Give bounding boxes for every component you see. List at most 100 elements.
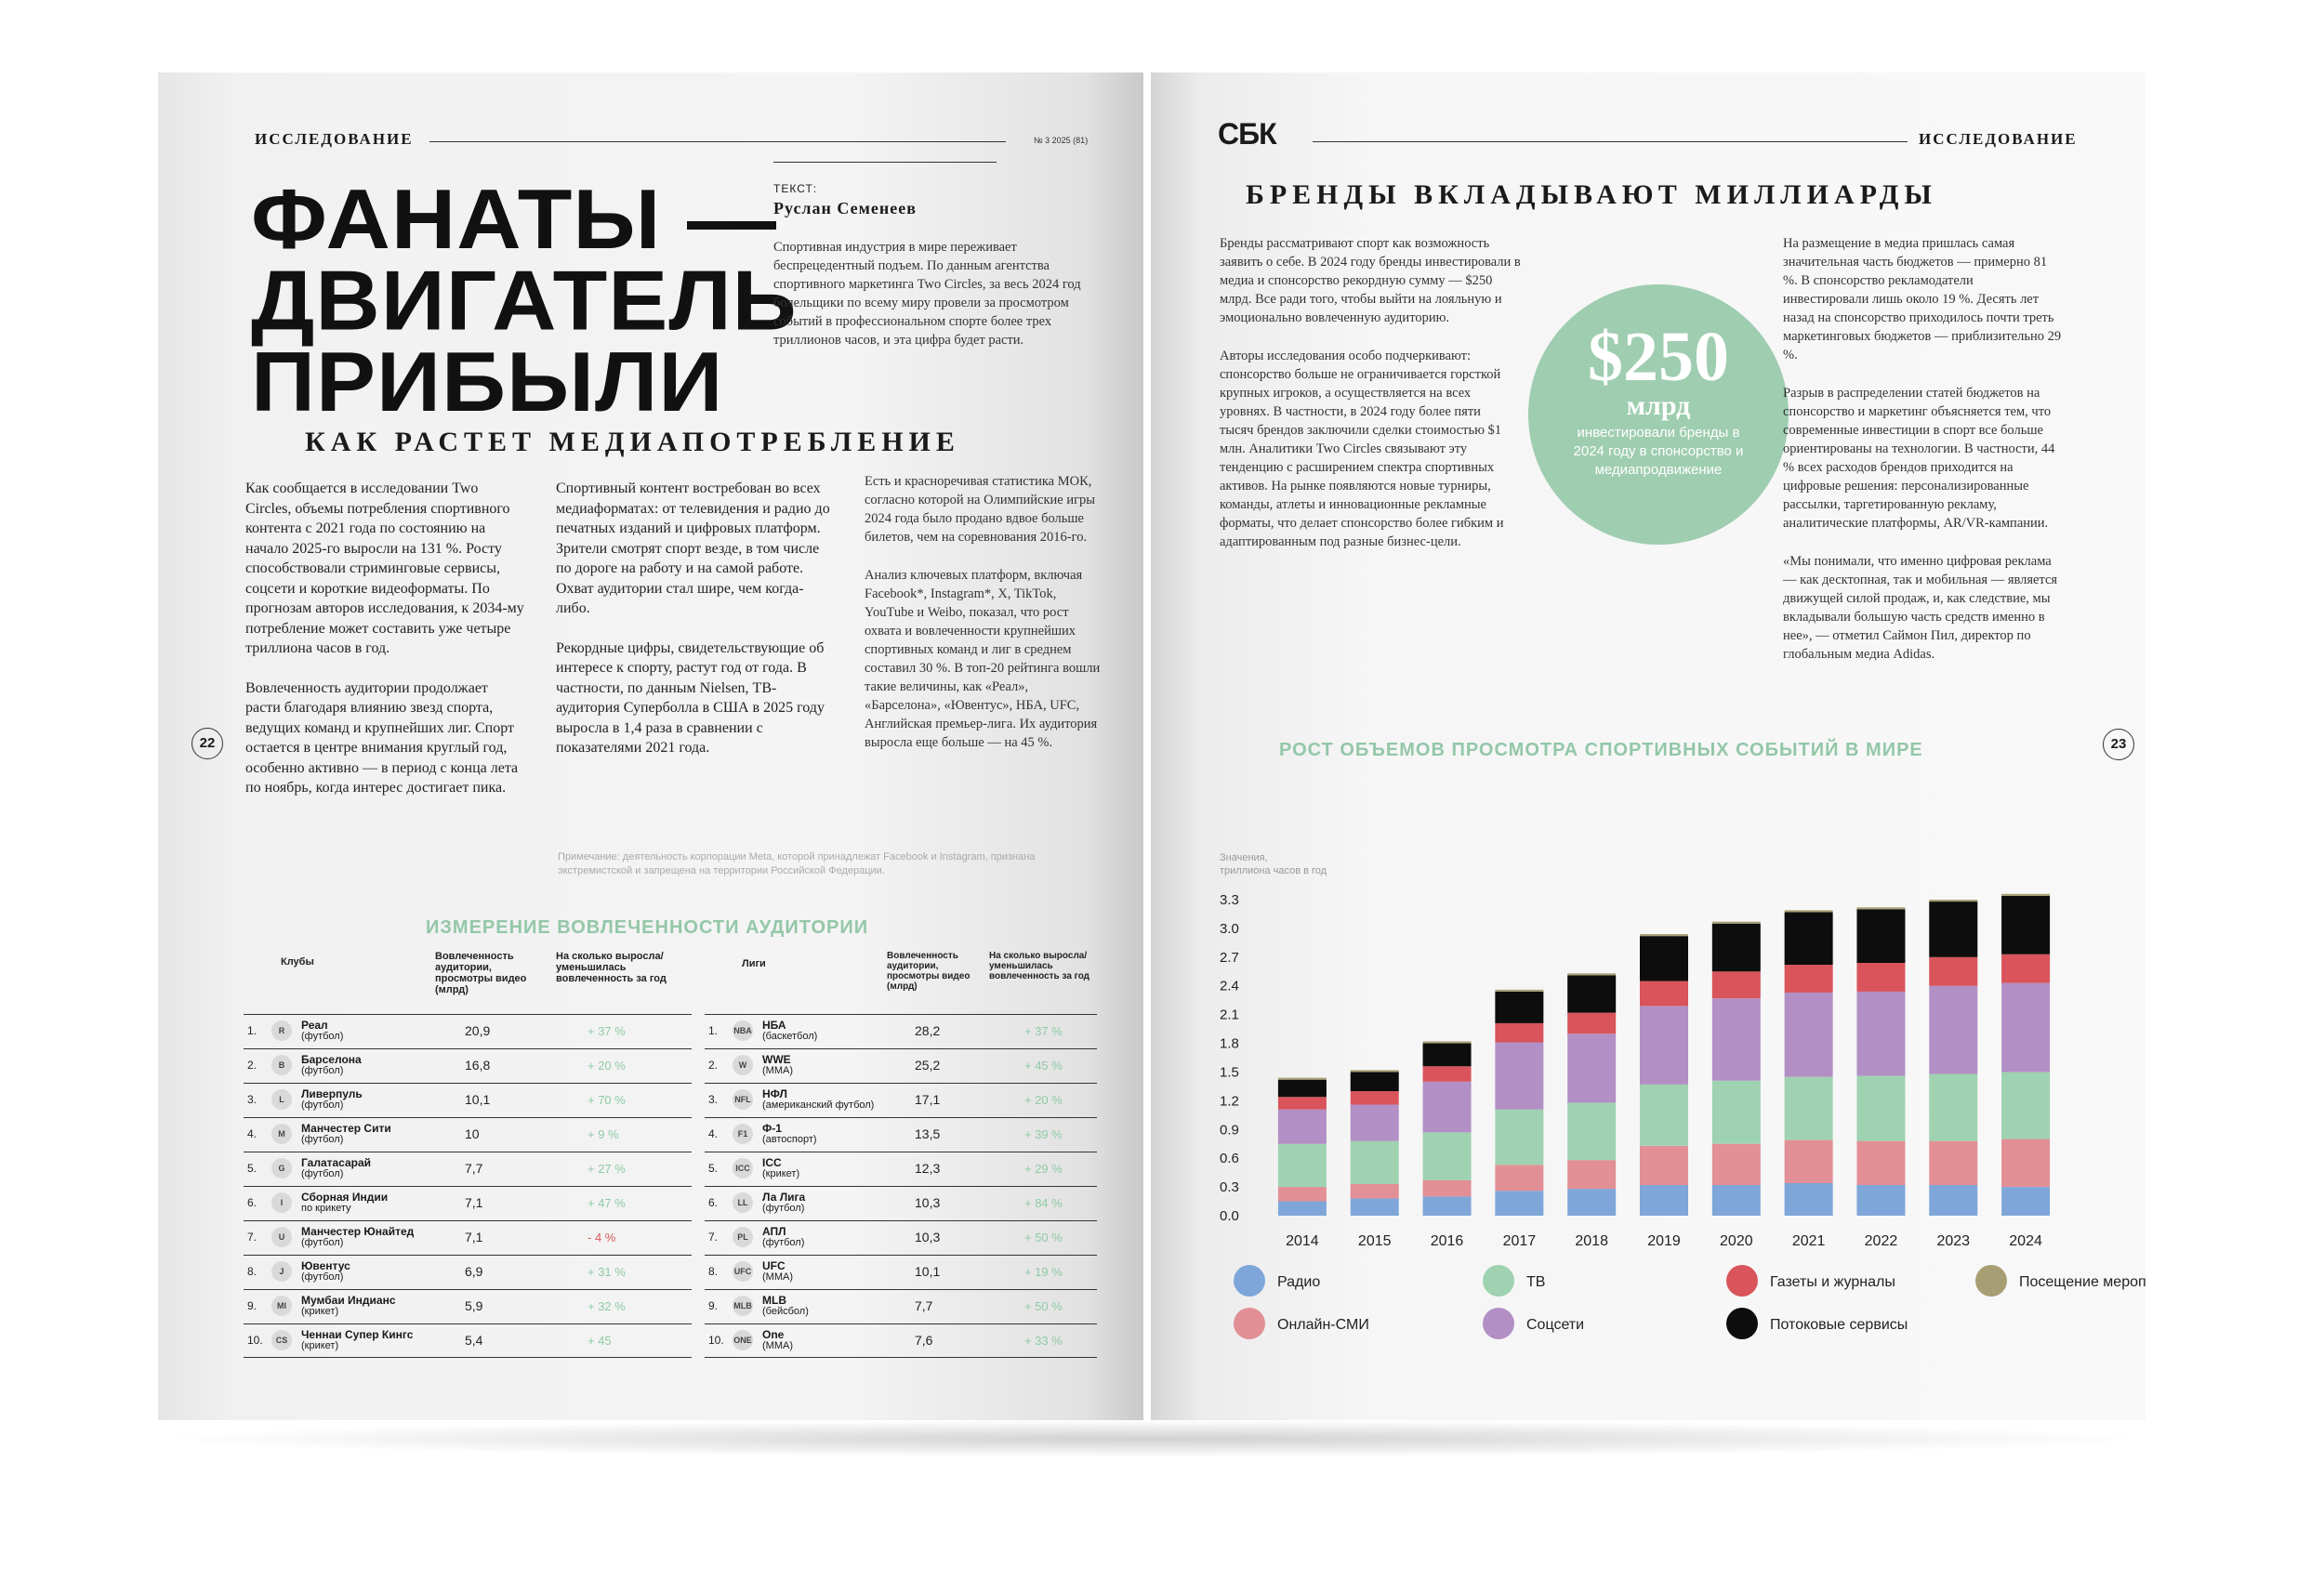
- row-name: One (ММА): [762, 1329, 793, 1351]
- bar-segment: [1711, 1080, 1761, 1144]
- team-name: Галатасарай: [301, 1156, 372, 1169]
- y-tick-label: 1.5: [1220, 1064, 1239, 1080]
- team-logo: I: [271, 1192, 292, 1213]
- bar-segment: [1567, 975, 1617, 1013]
- table-row: 6. I Сборная Индии по крикету 7,1 + 47 %: [244, 1186, 692, 1220]
- row-value: 7,7: [915, 1298, 933, 1313]
- team-sport: (футбол): [301, 1031, 344, 1042]
- row-change: + 27 %: [588, 1162, 626, 1176]
- x-tick-label: 2018: [1575, 1233, 1608, 1249]
- y-tick-label: 3.0: [1220, 921, 1239, 937]
- bar-segment: [1422, 1066, 1472, 1082]
- team-sport: по крикету: [301, 1203, 351, 1214]
- bar-segment: [1640, 934, 1688, 937]
- bar-segment: [1856, 1185, 1906, 1216]
- bar-segment: [1422, 1041, 1472, 1044]
- table-row: 10. ONE One (ММА) 7,6 + 33 %: [705, 1323, 1097, 1358]
- row-rank: 8.: [708, 1265, 719, 1278]
- row-value: 17,1: [915, 1092, 941, 1107]
- stat-caption: инвестировали бренды в 2024 году в спонс…: [1573, 425, 1744, 478]
- team-logo: UFC: [733, 1261, 753, 1282]
- row-name: WWE (ММА): [762, 1054, 793, 1076]
- bar-segment: [1711, 998, 1761, 1081]
- y-tick-label: 1.2: [1220, 1093, 1239, 1109]
- team-sport: (крикет): [301, 1306, 339, 1317]
- text-column-2: Спортивный контент востребован во всех м…: [556, 479, 835, 778]
- x-tick-label: 2020: [1720, 1233, 1753, 1249]
- title-line: ПРИБЫЛИ: [251, 335, 724, 429]
- team-logo: J: [271, 1261, 292, 1282]
- bar-segment: [1495, 989, 1544, 992]
- bar-segment: [1350, 1184, 1399, 1199]
- row-value: 13,5: [915, 1126, 941, 1141]
- row-name: MLB (бейсбол): [762, 1295, 809, 1317]
- row-name: Манчестер Юнайтед (футбол): [301, 1226, 414, 1248]
- bar-segment: [2001, 1139, 2051, 1188]
- text-column-3: Есть и красноречивая статистика МОК, сог…: [865, 472, 1106, 771]
- row-name: ICC (крикет): [762, 1157, 799, 1179]
- y-axis-label: триллиона часов в год: [1220, 865, 1327, 876]
- issue-number: № 3 2025 (81): [1034, 136, 1089, 145]
- row-rank: 9.: [708, 1299, 719, 1312]
- bar-segment: [1929, 985, 1978, 1074]
- row-value: 7,1: [465, 1230, 483, 1244]
- bar-segment: [1567, 1189, 1617, 1216]
- table-header: Клубы Вовлеченность аудитории, просмотры…: [244, 951, 692, 1014]
- row-name: Ливерпуль (футбол): [301, 1088, 363, 1111]
- table-row: 10. CS Ченнаи Супер Кингс (крикет) 5,4 + 45: [244, 1323, 692, 1358]
- bar-segment: [1567, 1160, 1617, 1190]
- team-sport: (крикет): [301, 1340, 339, 1351]
- row-name: Реал (футбол): [301, 1020, 343, 1042]
- row-value: 10,1: [915, 1264, 941, 1279]
- text-column-1: Как сообщается в исследовании Two Circle…: [245, 479, 524, 818]
- team-sport: (футбол): [301, 1237, 344, 1248]
- row-value: 7,1: [465, 1195, 483, 1210]
- bar-segment: [1567, 973, 1617, 976]
- x-tick-label: 2021: [1792, 1233, 1826, 1249]
- bar-segment: [1856, 963, 1906, 992]
- stat-circle: $250 млрд инвестировали бренды в 2024 го…: [1528, 284, 1789, 545]
- row-name: Сборная Индии по крикету: [301, 1192, 388, 1214]
- y-tick-label: 0.3: [1220, 1179, 1239, 1195]
- team-name: Ювентус: [301, 1259, 350, 1272]
- x-tick-label: 2016: [1431, 1233, 1464, 1249]
- team-name: Манчестер Юнайтед: [301, 1225, 415, 1238]
- author-label: ТЕКСТ:: [773, 182, 818, 195]
- title-line: ДВИГАТЕЛЬ: [251, 253, 798, 349]
- x-tick-label: 2019: [1647, 1233, 1681, 1249]
- row-rank: 3.: [247, 1093, 257, 1106]
- paragraph: Спортивный контент востребован во всех м…: [556, 481, 830, 616]
- bar-segment: [2001, 895, 2051, 955]
- row-name: Ювентус (футбол): [301, 1260, 350, 1283]
- bar-segment: [1784, 1139, 1833, 1183]
- bar-segment: [1350, 1104, 1399, 1141]
- row-rank: 5.: [247, 1162, 257, 1175]
- team-logo: LL: [733, 1192, 753, 1213]
- row-rank: 4.: [708, 1127, 719, 1140]
- team-sport: (бейсбол): [762, 1306, 809, 1317]
- table-row: 1. NBA НБА (баскетбол) 28,2 + 37 %: [705, 1014, 1097, 1048]
- team-name: UFC: [762, 1259, 786, 1272]
- table-row: 4. M Манчестер Сити (футбол) 10 + 9 %: [244, 1117, 692, 1152]
- row-name: UFC (ММА): [762, 1260, 793, 1283]
- team-sport: (футбол): [301, 1065, 344, 1076]
- legend-swatch: [1234, 1265, 1265, 1297]
- y-tick-label: 2.7: [1220, 950, 1239, 966]
- bar-segment: [1784, 912, 1833, 966]
- bar-segment: [1856, 1140, 1906, 1186]
- row-value: 12,3: [915, 1161, 941, 1176]
- bar-segment: [1422, 1043, 1472, 1067]
- row-change: + 31 %: [588, 1265, 626, 1279]
- bar-segment: [2001, 982, 2051, 1073]
- page-number: 23: [2103, 729, 2134, 760]
- legend-label: Радио: [1277, 1274, 1320, 1290]
- row-name: НБА (баскетбол): [762, 1020, 817, 1042]
- bar-segment: [1784, 965, 1833, 993]
- header-rule: [429, 141, 1006, 142]
- team-logo: NBA: [733, 1020, 753, 1041]
- team-name: Ливерпуль: [301, 1087, 363, 1100]
- bar-segment: [1784, 1076, 1833, 1140]
- team-name: Ченнаи Супер Кингс: [301, 1328, 414, 1341]
- row-rank: 10.: [247, 1334, 263, 1347]
- team-logo: MI: [271, 1296, 292, 1316]
